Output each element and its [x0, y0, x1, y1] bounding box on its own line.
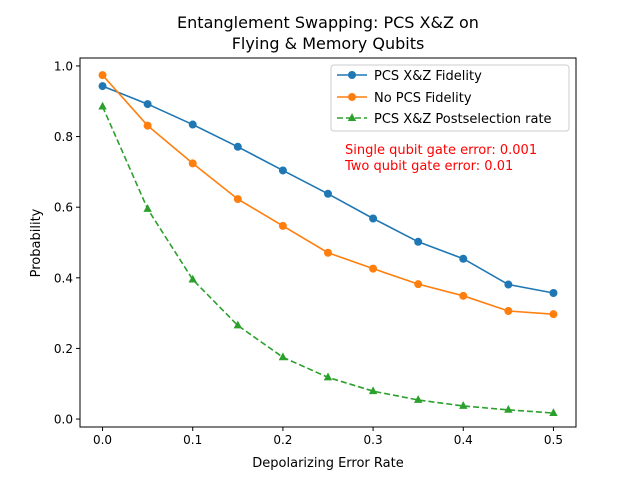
series-1-point	[98, 82, 107, 91]
series-3-point	[98, 101, 107, 110]
series-1-point	[459, 254, 468, 263]
series-1-point	[369, 214, 378, 223]
x-tick-label: 0.2	[273, 433, 292, 447]
series-2-point	[324, 248, 332, 257]
legend-marker-2	[348, 93, 356, 101]
series-2-point	[143, 121, 152, 130]
chart-title-line-1: Entanglement Swapping: PCS X&Z on	[177, 13, 479, 32]
series-2-point	[504, 307, 513, 316]
x-tick-label: 0.4	[454, 433, 473, 447]
legend: PCS X&Z Fidelity No PCS Fidelity PCS X&Z…	[330, 64, 570, 132]
y-tick-label: 0.2	[54, 342, 73, 356]
annotation-two-qubit-error: Two qubit gate error: 0.01	[344, 159, 513, 174]
x-tick-label: 0.1	[183, 433, 202, 447]
axis-ticks: 0.0 0.1 0.2 0.3 0.4 0.5 0.0 0.2 0.4 0.6 0.8 1.0	[54, 59, 563, 447]
chart-title-line-2: Flying & Memory Qubits	[232, 34, 425, 53]
series-2-point	[549, 310, 558, 319]
legend-marker-3	[347, 113, 357, 121]
x-tick-label: 0.5	[544, 433, 563, 447]
series-2-point	[414, 280, 423, 289]
y-tick-label: 0.8	[54, 130, 73, 144]
annotation-block: Single qubit gate error: 0.001 Two qubit…	[344, 143, 537, 174]
series-3-point	[549, 408, 558, 416]
series-1-point	[233, 142, 242, 151]
series-2-point	[233, 195, 242, 204]
series-1-point	[549, 288, 558, 297]
y-tick-label: 1.0	[54, 59, 73, 73]
series-1-point	[414, 237, 423, 246]
series-3-point	[143, 204, 152, 212]
legend-markers	[337, 71, 367, 121]
series-2-point	[369, 264, 378, 273]
series-1-point	[143, 100, 152, 109]
x-tick-label: 0.0	[93, 433, 112, 447]
axes-frame	[79, 57, 577, 428]
y-tick-label: 0.4	[54, 271, 73, 285]
series-3	[98, 101, 558, 416]
series-3-point	[459, 401, 468, 409]
series-1	[98, 82, 558, 297]
legend-label-postselection-rate: PCS X&Z Postselection rate	[374, 112, 552, 127]
x-axis-label: Depolarizing Error Rate	[252, 456, 403, 471]
legend-marker-1	[348, 71, 356, 79]
series-2-point	[98, 71, 107, 80]
series-3-point	[188, 274, 197, 283]
series-2	[98, 71, 558, 319]
y-tick-label: 0.6	[54, 201, 73, 215]
plot-area	[98, 71, 558, 416]
series-3-point	[233, 320, 243, 329]
series-3-point	[413, 395, 423, 403]
series-2-point	[278, 221, 287, 230]
series-1-point	[324, 189, 332, 198]
series-3-point	[323, 372, 333, 381]
series-1-point	[504, 280, 513, 289]
legend-label-pcs-fidelity: PCS X&Z Fidelity	[374, 69, 482, 84]
series-2-point	[459, 291, 468, 300]
y-axis-label: Probability	[29, 208, 44, 277]
series-2-point	[188, 159, 197, 168]
legend-box	[330, 64, 570, 132]
y-tick-label: 0.0	[54, 413, 73, 427]
series-3-point	[368, 386, 378, 395]
legend-label-no-pcs-fidelity: No PCS Fidelity	[374, 91, 472, 106]
series-1-point	[188, 120, 197, 129]
series-3-point	[278, 352, 288, 361]
series-3-point	[504, 405, 513, 413]
annotation-single-qubit-error: Single qubit gate error: 0.001	[345, 143, 537, 158]
x-tick-label: 0.3	[364, 433, 383, 447]
series-1-point	[278, 166, 287, 175]
